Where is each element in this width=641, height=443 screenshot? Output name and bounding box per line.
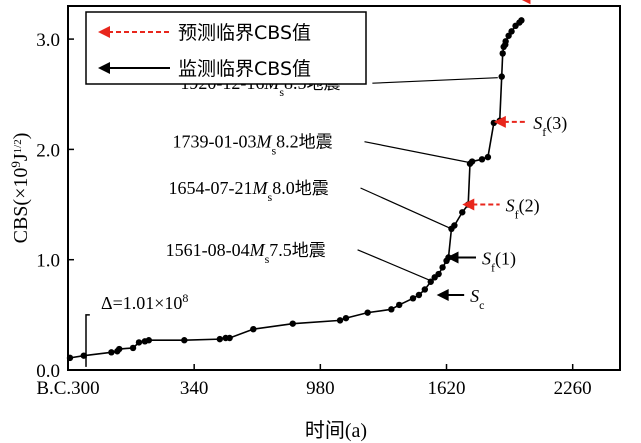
data-point	[226, 334, 233, 342]
y-tick-label: 1.0	[36, 251, 60, 272]
data-point	[116, 345, 123, 353]
data-point	[518, 17, 525, 24]
data-point	[336, 317, 344, 324]
data-point	[396, 301, 403, 309]
earthquake-label: 1739-01-03Ms8.2地震	[172, 132, 332, 158]
data-point	[478, 156, 486, 163]
monitored-arrow-head	[446, 251, 459, 264]
x-tick-label: 2260	[554, 378, 592, 399]
legend-monitored-label: 监测临界CBS值	[178, 58, 311, 80]
y-tick-label: 2.0	[36, 140, 60, 161]
data-point	[435, 270, 442, 278]
legend-predicted-arrow	[98, 26, 110, 38]
x-tick-label: B.C.300	[36, 378, 99, 399]
y-axis-title: CBS(×109J1/2)	[8, 133, 33, 244]
data-point	[498, 73, 505, 80]
data-point	[451, 222, 458, 229]
data-point	[388, 306, 395, 313]
data-point	[468, 158, 476, 165]
data-point	[216, 335, 223, 343]
threshold-label: Sf(2)	[506, 196, 540, 222]
legend-monitored-arrow	[98, 62, 110, 74]
x-tick-label: 1620	[428, 378, 466, 399]
data-point	[135, 339, 143, 346]
data-point	[502, 38, 509, 45]
data-point	[459, 209, 466, 216]
threshold-label: Sf(3)	[533, 113, 567, 139]
data-point	[364, 309, 371, 316]
x-axis-title: 时间(a)	[305, 419, 367, 442]
data-point	[250, 325, 257, 333]
data-point	[499, 50, 506, 57]
threshold-label: Sc	[470, 286, 484, 312]
earthquake-leader	[360, 187, 452, 230]
legend-box	[85, 11, 367, 85]
data-point	[66, 354, 74, 362]
legend-predicted-label: 预测临界CBS值	[178, 22, 311, 44]
data-point	[439, 264, 446, 271]
x-tick-label: 980	[306, 378, 335, 399]
plot-border	[67, 5, 621, 371]
y-tick-label: 0.0	[36, 361, 60, 382]
earthquake-leader	[357, 249, 431, 282]
earthquake-label: 1561-08-04Ms7.5地震	[166, 240, 326, 266]
data-point	[289, 320, 296, 327]
predicted-arrow-head	[521, 0, 531, 5]
data-point	[145, 337, 153, 344]
earthquake-label: 1654-07-21Ms8.0地震	[169, 178, 329, 204]
earthquake-leader	[364, 141, 471, 164]
data-point	[484, 153, 492, 161]
data-point	[415, 291, 423, 299]
delta-label: Δ=1.01×108	[101, 291, 188, 313]
y-axis-ticks: 0.0 1.0 2.0 3.0	[36, 30, 74, 382]
predicted-arrow-head	[493, 115, 506, 128]
delta-bracket	[85, 314, 90, 358]
x-tick-label: 340	[180, 378, 209, 399]
data-point	[181, 337, 188, 344]
threshold-label: Sf(1)	[482, 248, 516, 274]
data-point	[129, 344, 137, 352]
annotations-group: Δ=1.01×108ScSf(1)Sf(2)Sf(3)Sf(4)=3.35×10…	[85, 0, 567, 367]
monitored-arrow-head	[436, 288, 449, 301]
data-point	[508, 28, 515, 35]
data-point	[421, 286, 429, 293]
data-point	[108, 349, 115, 356]
earthquake-leader	[372, 77, 498, 84]
data-point	[342, 314, 350, 322]
y-tick-label: 3.0	[36, 30, 60, 51]
plot-frame	[67, 5, 621, 371]
predicted-arrow-head	[462, 198, 475, 211]
data-point	[409, 295, 417, 302]
x-axis-ticks: B.C.300 340 980 1620 2260	[36, 364, 592, 399]
